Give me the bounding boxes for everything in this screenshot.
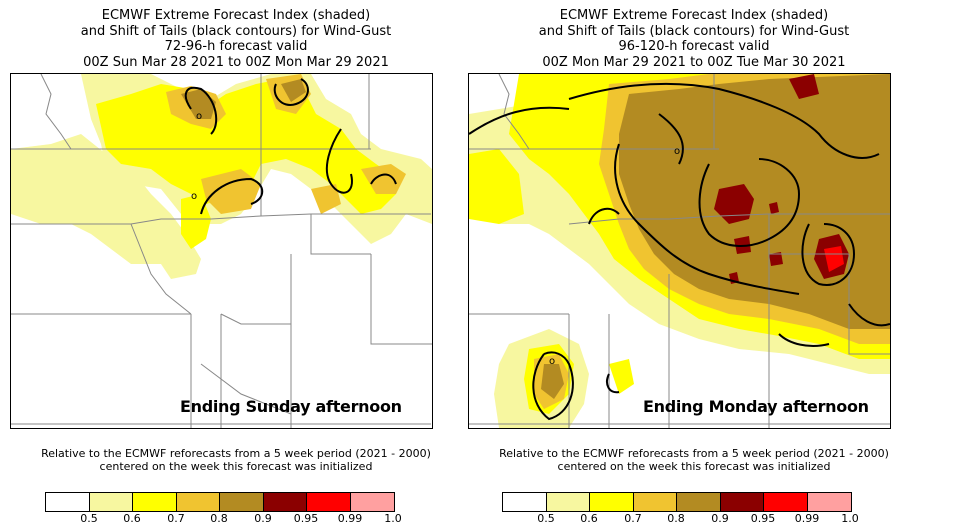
left-tick: 0.5 bbox=[80, 512, 98, 525]
right-cbar-seg-4 bbox=[677, 493, 721, 511]
left-title-line-4: 00Z Sun Mar 28 2021 to 00Z Mon Mar 29 20… bbox=[83, 54, 389, 70]
right-contour-label-2: o bbox=[549, 356, 555, 367]
left-contour-label: o bbox=[191, 191, 197, 202]
left-tick: 1.0 bbox=[384, 512, 402, 525]
right-map-graphic: o o bbox=[469, 74, 890, 428]
left-title-line-3: 72-96-h forecast valid bbox=[164, 39, 308, 54]
right-cbar-seg-6 bbox=[764, 493, 808, 511]
right-cbar-seg-1 bbox=[547, 493, 590, 511]
right-tick: 1.0 bbox=[841, 512, 859, 525]
left-cbar-seg-2 bbox=[133, 493, 177, 511]
left-tick: 0.95 bbox=[293, 512, 319, 525]
right-map: o o bbox=[468, 73, 891, 429]
left-caption: Ending Sunday afternoon bbox=[180, 397, 402, 416]
right-cbar-seg-3 bbox=[634, 493, 677, 511]
right-tick: 0.6 bbox=[580, 512, 598, 525]
left-note-line-2: centered on the week this forecast was i… bbox=[99, 460, 373, 473]
right-tick: 0.8 bbox=[667, 512, 685, 525]
right-title-line-3: 96-120-h forecast valid bbox=[618, 39, 770, 54]
left-cbar-seg-0 bbox=[46, 493, 90, 511]
right-colorbar-ticks: 0.5 0.6 0.7 0.8 0.9 0.95 0.99 1.0 bbox=[502, 512, 859, 526]
left-cbar-seg-7 bbox=[351, 493, 394, 511]
right-colorbar bbox=[502, 492, 852, 512]
right-contour-label: o bbox=[674, 146, 680, 157]
left-cbar-seg-4 bbox=[220, 493, 264, 511]
right-map-panel: ECMWF Extreme Forecast Index (shaded) an… bbox=[466, 0, 922, 527]
left-contour-label-2: o bbox=[196, 111, 202, 122]
right-note: Relative to the ECMWF reforecasts from a… bbox=[466, 447, 922, 473]
right-cbar-seg-5 bbox=[721, 493, 764, 511]
left-tick: 0.9 bbox=[254, 512, 272, 525]
right-note-line-1: Relative to the ECMWF reforecasts from a… bbox=[499, 447, 889, 460]
right-political-borders bbox=[469, 74, 890, 428]
left-efi-shading bbox=[11, 74, 432, 279]
right-tick: 0.95 bbox=[750, 512, 776, 525]
left-cbar-seg-6 bbox=[307, 493, 351, 511]
left-title-line-1: ECMWF Extreme Forecast Index (shaded) bbox=[101, 8, 371, 23]
right-cbar-seg-2 bbox=[590, 493, 634, 511]
right-note-line-2: centered on the week this forecast was i… bbox=[557, 460, 831, 473]
left-title-line-2: and Shift of Tails (black contours) for … bbox=[80, 23, 392, 39]
left-cbar-seg-3 bbox=[177, 493, 220, 511]
left-tick: 0.7 bbox=[167, 512, 185, 525]
left-colorbar-ticks: 0.5 0.6 0.7 0.8 0.9 0.95 0.99 1.0 bbox=[45, 512, 402, 526]
left-tick: 0.8 bbox=[210, 512, 228, 525]
right-caption: Ending Monday afternoon bbox=[643, 397, 869, 416]
left-shift-of-tails-contours bbox=[184, 78, 397, 215]
left-map-title: ECMWF Extreme Forecast Index (shaded) an… bbox=[8, 8, 464, 70]
right-title-line-2: and Shift of Tails (black contours) for … bbox=[538, 23, 850, 39]
left-cbar-seg-5 bbox=[264, 493, 307, 511]
right-title-line-4: 00Z Mon Mar 29 2021 to 00Z Tue Mar 30 20… bbox=[542, 54, 846, 70]
right-efi-shading bbox=[469, 74, 890, 428]
left-colorbar bbox=[45, 492, 395, 512]
right-tick: 0.5 bbox=[537, 512, 555, 525]
right-map-title: ECMWF Extreme Forecast Index (shaded) an… bbox=[466, 8, 922, 70]
left-tick: 0.99 bbox=[337, 512, 363, 525]
left-cbar-seg-1 bbox=[90, 493, 133, 511]
right-cbar-seg-0 bbox=[503, 493, 547, 511]
right-tick: 0.99 bbox=[794, 512, 820, 525]
left-map-panel: ECMWF Extreme Forecast Index (shaded) an… bbox=[8, 0, 464, 527]
left-tick: 0.6 bbox=[123, 512, 141, 525]
right-cbar-seg-7 bbox=[808, 493, 851, 511]
left-note: Relative to the ECMWF reforecasts from a… bbox=[8, 447, 464, 473]
left-map-graphic: o o bbox=[11, 74, 432, 428]
left-political-borders bbox=[11, 74, 432, 428]
right-shift-of-tails-contours bbox=[469, 82, 890, 421]
left-note-line-1: Relative to the ECMWF reforecasts from a… bbox=[41, 447, 431, 460]
right-tick: 0.9 bbox=[711, 512, 729, 525]
right-title-line-1: ECMWF Extreme Forecast Index (shaded) bbox=[559, 8, 829, 23]
right-tick: 0.7 bbox=[624, 512, 642, 525]
left-map: o o bbox=[10, 73, 433, 429]
